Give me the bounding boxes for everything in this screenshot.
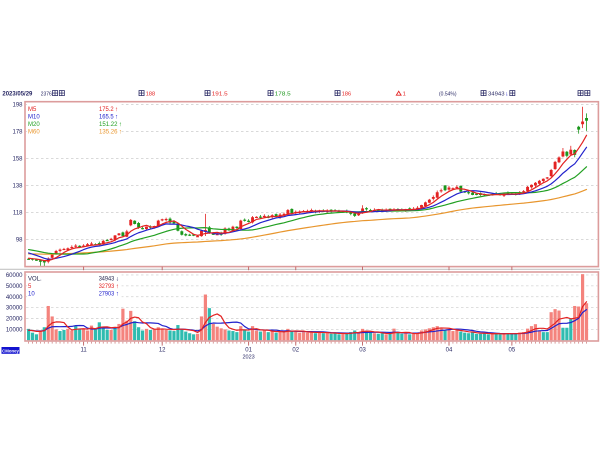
svg-text:135.26: 135.26 — [99, 129, 118, 135]
svg-text:M60: M60 — [28, 129, 40, 135]
svg-text:60000: 60000 — [6, 273, 23, 279]
svg-text:30000: 30000 — [6, 306, 23, 312]
svg-text:98: 98 — [16, 238, 23, 244]
svg-text:178: 178 — [12, 130, 23, 136]
svg-text:2376: 2376 — [41, 92, 52, 98]
svg-text:2023: 2023 — [242, 355, 254, 361]
svg-text:↑: ↑ — [116, 283, 119, 290]
svg-text:VOL.: VOL. — [28, 276, 42, 282]
svg-text:↑: ↑ — [119, 121, 122, 128]
svg-text:175.2: 175.2 — [99, 107, 114, 113]
svg-text:M20: M20 — [28, 122, 40, 128]
svg-text:(0.54%): (0.54%) — [439, 92, 457, 98]
svg-text:5: 5 — [28, 284, 32, 290]
svg-text:32793: 32793 — [99, 284, 115, 290]
svg-text:178.5: 178.5 — [275, 92, 291, 98]
svg-text:34943: 34943 — [99, 276, 115, 282]
svg-text:10: 10 — [28, 291, 35, 297]
svg-text:40000: 40000 — [6, 295, 23, 301]
svg-text:M10: M10 — [28, 114, 40, 120]
svg-text:↑: ↑ — [119, 128, 122, 135]
svg-text:191.5: 191.5 — [212, 92, 228, 98]
svg-text:02: 02 — [292, 348, 299, 354]
svg-text:M5: M5 — [28, 107, 37, 113]
svg-text:05: 05 — [509, 348, 516, 354]
svg-text:03: 03 — [359, 348, 366, 354]
svg-text:↑: ↑ — [115, 106, 118, 113]
svg-text:11: 11 — [80, 348, 87, 354]
svg-text:↑: ↑ — [115, 113, 118, 120]
svg-text:34943: 34943 — [488, 92, 505, 98]
svg-text:158: 158 — [12, 157, 23, 163]
svg-text:↓: ↓ — [505, 91, 508, 98]
svg-text:12: 12 — [159, 348, 166, 354]
svg-text:186: 186 — [342, 92, 351, 98]
svg-text:138: 138 — [12, 184, 23, 190]
svg-text:04: 04 — [446, 348, 453, 354]
svg-text:01: 01 — [245, 348, 252, 354]
svg-text:198: 198 — [12, 103, 23, 109]
svg-text:188: 188 — [146, 92, 155, 98]
svg-text:118: 118 — [13, 211, 23, 217]
svg-text:151.22: 151.22 — [99, 122, 118, 128]
svg-text:50000: 50000 — [6, 284, 23, 290]
svg-text:1: 1 — [403, 92, 406, 98]
svg-text:CMoney: CMoney — [2, 348, 19, 353]
svg-text:2023/05/29: 2023/05/29 — [2, 92, 33, 98]
svg-text:27903: 27903 — [99, 291, 115, 297]
svg-text:20000: 20000 — [6, 317, 23, 323]
svg-text:↓: ↓ — [116, 275, 119, 282]
svg-text:↑: ↑ — [116, 290, 119, 297]
svg-text:165.5: 165.5 — [99, 114, 114, 120]
svg-text:10000: 10000 — [6, 328, 23, 334]
